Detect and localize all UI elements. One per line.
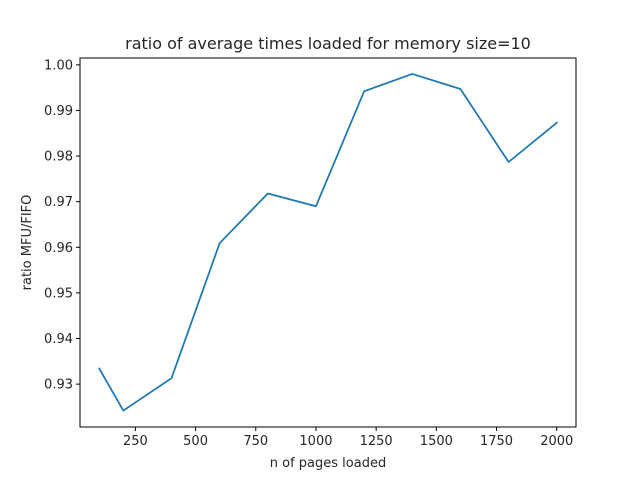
chart-title: ratio of average times loaded for memory…	[125, 34, 531, 53]
y-axis-label: ratio MFU/FIFO	[20, 195, 35, 291]
x-tick-label: 1750	[480, 434, 513, 449]
y-tick-label: 0.93	[44, 378, 73, 393]
x-tick-label: 1250	[360, 434, 393, 449]
x-tick-label: 1000	[299, 434, 332, 449]
series-layer	[98, 73, 558, 412]
y-tick-label: 1.00	[44, 58, 73, 73]
x-axis-ticks: 250 500 750 1000 1250 1500 1750 2000	[123, 427, 573, 449]
x-tick-label: 250	[123, 434, 148, 449]
y-tick-label: 0.99	[44, 104, 73, 119]
y-tick-label: 0.96	[44, 241, 73, 256]
series-line	[98, 73, 558, 412]
x-tick-label: 750	[243, 434, 268, 449]
x-tick-label: 2000	[540, 434, 573, 449]
y-tick-label: 0.97	[44, 195, 73, 210]
y-axis-ticks: 0.93 0.94 0.95 0.96 0.97 0.98 0.99 1.00	[44, 58, 80, 393]
axes-frame	[79, 57, 577, 428]
x-tick-label: 1500	[420, 434, 453, 449]
y-tick-label: 0.94	[44, 332, 73, 347]
y-tick-label: 0.95	[44, 286, 73, 301]
x-tick-label: 500	[183, 434, 208, 449]
x-axis-label: n of pages loaded	[270, 456, 386, 471]
plot-area: 250 500 750 1000 1250 1500 1750 2000 0.930.940.…	[44, 57, 577, 449]
y-tick-label: 0.98	[44, 150, 73, 165]
